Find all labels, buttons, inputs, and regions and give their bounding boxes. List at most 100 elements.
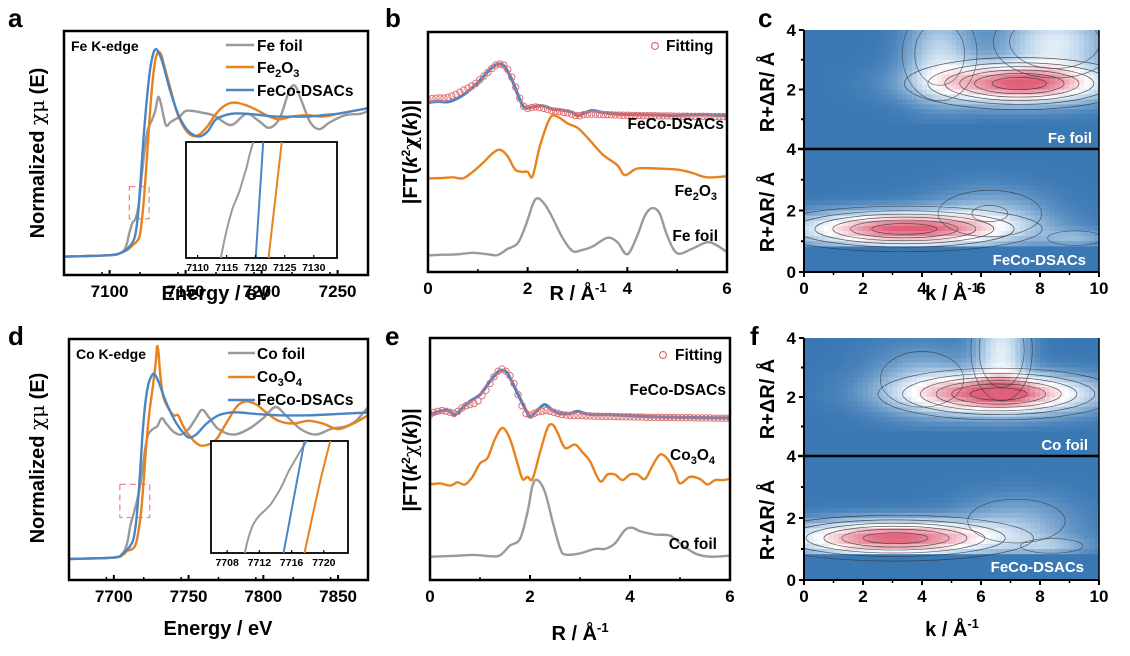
fitting-marker xyxy=(690,414,698,422)
heat-cell xyxy=(804,64,810,71)
heat-cell xyxy=(853,164,859,171)
heat-cell xyxy=(956,382,962,388)
heat-cell xyxy=(990,401,997,408)
heat-cell xyxy=(808,134,815,140)
heat-cell xyxy=(1049,99,1056,105)
heat-cell xyxy=(1094,441,1099,447)
heat-cell xyxy=(931,179,938,186)
heat-cell xyxy=(1030,446,1036,452)
heat-cell xyxy=(1044,164,1051,171)
heat-cell xyxy=(848,362,854,369)
heat-cell xyxy=(1079,169,1085,176)
heat-cell xyxy=(833,114,840,120)
heat-cell xyxy=(818,79,825,86)
heat-cell xyxy=(863,231,869,237)
heat-cell xyxy=(1054,387,1061,393)
heat-cell xyxy=(838,436,844,442)
heat-cell xyxy=(926,39,933,46)
heat-cell xyxy=(1049,49,1056,56)
heat-cell xyxy=(887,225,894,232)
heat-cell xyxy=(1079,104,1085,110)
heat-cell xyxy=(985,347,992,354)
heat-cell xyxy=(1010,231,1017,237)
heat-cell xyxy=(946,431,953,437)
heat-cell xyxy=(946,154,953,160)
heat-cell xyxy=(1044,149,1051,155)
heat-cell xyxy=(1064,79,1071,86)
heat-cell xyxy=(882,184,889,191)
heat-cell xyxy=(1074,54,1080,61)
heat-cell xyxy=(838,367,844,374)
heat-cell xyxy=(1094,236,1099,242)
heat-cell xyxy=(848,49,854,56)
heat-cell xyxy=(808,456,815,462)
heat-cell xyxy=(1005,99,1012,105)
heat-cell xyxy=(1074,215,1080,222)
heat-cell xyxy=(1089,362,1095,369)
heat-cell xyxy=(867,347,874,354)
heat-cell xyxy=(926,134,933,140)
contour-line xyxy=(937,190,1043,238)
heat-cell xyxy=(1025,392,1031,398)
heat-cell xyxy=(990,69,997,76)
heat-cell xyxy=(1084,241,1090,247)
heat-cell xyxy=(804,352,810,359)
heat-cell xyxy=(1064,338,1071,344)
heat-cell xyxy=(1054,426,1061,433)
heat-cell xyxy=(1089,387,1095,393)
heat-cell xyxy=(828,559,835,566)
heat-cell xyxy=(917,416,923,423)
heat-cell xyxy=(981,124,987,130)
heat-cell xyxy=(995,392,1002,398)
heat-cell xyxy=(926,406,933,413)
heat-cell xyxy=(1005,34,1012,41)
fitting-marker xyxy=(466,400,474,409)
heat-cell xyxy=(1064,382,1071,388)
heat-cell xyxy=(946,256,953,263)
heat-cell xyxy=(1089,377,1095,383)
heat-cell xyxy=(1059,377,1066,383)
heat-cell xyxy=(828,554,835,560)
heat-cell xyxy=(1069,382,1076,388)
heat-cell xyxy=(1064,431,1071,437)
heat-cell xyxy=(1025,44,1031,51)
heat-cell xyxy=(1074,220,1080,227)
heat-cell xyxy=(976,79,982,86)
heat-cell xyxy=(1044,89,1051,96)
heat-cell xyxy=(808,512,815,519)
heat-cell xyxy=(1059,382,1066,388)
x-axis-label: R / Å-1 xyxy=(549,280,606,305)
heat-cell xyxy=(941,144,948,150)
heat-cell xyxy=(1035,59,1041,66)
heat-cell xyxy=(853,367,859,374)
heat-cell xyxy=(1064,114,1071,120)
heat-cell xyxy=(1079,451,1085,457)
heat-cell xyxy=(1030,397,1036,403)
heat-cell xyxy=(872,134,879,140)
heat-cell xyxy=(1079,431,1085,437)
heat-cell xyxy=(1079,79,1085,86)
heat-cell xyxy=(1010,195,1017,201)
heat-cell xyxy=(813,372,820,378)
heat-cell xyxy=(1094,119,1099,125)
heat-cell xyxy=(853,34,859,41)
heat-cell xyxy=(838,134,844,140)
heat-cell xyxy=(985,200,992,206)
heat-cell xyxy=(941,338,948,344)
heat-cell xyxy=(1005,179,1012,186)
heat-cell xyxy=(936,406,943,413)
heat-cell xyxy=(1049,84,1056,91)
heat-cell xyxy=(951,195,958,201)
heat-cell xyxy=(892,426,899,433)
heat-cell xyxy=(838,347,844,354)
heat-cell xyxy=(872,159,879,165)
heat-cell xyxy=(976,124,982,130)
heat-cell xyxy=(946,406,953,413)
heat-cell xyxy=(853,200,859,206)
heat-cell xyxy=(892,179,899,186)
heat-cell xyxy=(1064,84,1071,91)
heat-cell xyxy=(971,174,977,181)
heat-cell xyxy=(882,377,889,383)
heat-cell xyxy=(1044,451,1051,457)
